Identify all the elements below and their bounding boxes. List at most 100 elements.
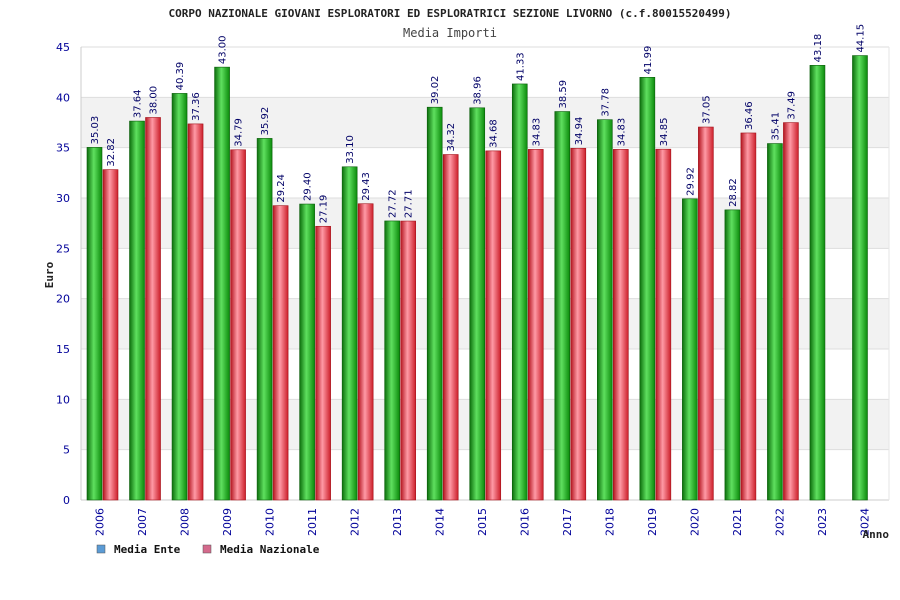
data-label-media-ente-2023: 43.18 [813,34,824,63]
x-tick-label: 2007 [136,508,149,536]
data-label-media-nazionale-2008: 37.36 [191,92,202,121]
data-label-media-ente-2007: 37.64 [133,89,144,118]
data-label-media-ente-2021: 28.82 [728,178,739,207]
y-tick-label: 30 [56,192,70,205]
bar-media-nazionale-2009 [230,149,246,501]
x-tick-label: 2016 [519,508,532,536]
bar-media-nazionale-2016 [527,149,544,501]
bar-media-nazionale-2018 [613,149,629,501]
bar-media-nazionale-2015 [485,150,502,501]
data-label-media-nazionale-2016: 34.83 [531,118,542,147]
bar-media-ente-2022 [767,143,783,501]
data-label-media-ente-2020: 29.92 [685,167,696,196]
bar-media-nazionale-2021 [740,132,757,501]
legend-swatch-media-nazionale [202,544,212,554]
x-tick-label: 2024 [859,508,872,536]
x-tick-label: 2008 [178,508,191,536]
data-label-media-nazionale-2006: 32.82 [106,138,117,167]
x-tick-label: 2009 [221,508,234,536]
y-axis-title: Euro [43,261,56,288]
legend-label-media-ente: Media Ente [114,543,181,556]
x-tick-label: 2006 [93,508,106,536]
bars [86,55,868,501]
bar-media-ente-2006 [86,147,103,501]
bar-media-ente-2019 [639,77,656,501]
bar-media-ente-2010 [256,138,273,501]
x-tick-label: 2012 [348,508,361,536]
x-tick-label: 2014 [433,508,446,536]
data-label-media-nazionale-2014: 34.32 [446,123,457,152]
data-label-media-ente-2010: 35.92 [260,107,271,136]
y-tick-label: 5 [63,444,70,457]
bar-media-ente-2015 [469,107,486,501]
bar-media-ente-2020 [682,198,698,501]
bar-media-ente-2007 [129,120,145,501]
data-label-media-nazionale-2010: 29.24 [276,174,287,203]
y-tick-label: 35 [56,142,70,155]
y-tick-label: 45 [56,41,70,54]
data-label-media-ente-2008: 40.39 [175,62,186,91]
data-label-media-ente-2013: 27.72 [388,189,399,218]
data-label-media-ente-2006: 35.03 [90,116,101,145]
data-label-media-ente-2009: 43.00 [218,35,229,64]
bar-media-ente-2017 [554,111,571,501]
y-tick-label: 25 [56,242,70,255]
x-tick-label: 2013 [391,508,404,536]
data-label-media-ente-2014: 39.02 [430,76,441,105]
bar-media-nazionale-2011 [315,225,331,501]
chart-subtitle: Media Importi [403,26,497,40]
data-label-media-nazionale-2015: 34.68 [489,119,500,148]
data-label-media-nazionale-2021: 36.46 [744,101,755,130]
bar-media-ente-2021 [724,209,741,501]
data-label-media-nazionale-2011: 27.19 [319,195,330,224]
data-label-media-ente-2015: 38.96 [473,76,484,105]
x-tick-label: 2010 [263,508,276,536]
bar-media-nazionale-2020 [698,126,714,501]
bar-media-nazionale-2006 [102,169,119,501]
x-tick-label: 2019 [646,508,659,536]
bar-media-ente-2011 [299,203,315,501]
data-label-media-nazionale-2012: 29.43 [361,172,372,201]
bar-media-nazionale-2008 [187,123,204,501]
bar-media-ente-2009 [214,66,230,501]
bar-media-nazionale-2007 [145,117,161,501]
x-tick-label: 2022 [774,508,787,536]
bar-media-nazionale-2014 [442,154,459,501]
bar-media-ente-2023 [809,65,826,501]
bar-media-ente-2024 [852,55,868,501]
bar-media-ente-2014 [426,106,443,501]
x-axis-title: Anno [863,528,890,541]
data-label-media-ente-2012: 33.10 [345,135,356,164]
data-label-media-nazionale-2020: 37.05 [701,95,712,124]
legend: Media Ente Media Nazionale [96,543,320,556]
data-label-media-nazionale-2013: 27.71 [404,189,415,218]
x-tick-label: 2011 [306,508,319,536]
y-tick-label: 40 [56,91,70,104]
y-tick-label: 15 [56,343,70,356]
bar-media-nazionale-2022 [783,122,799,501]
x-tick-label: 2017 [561,508,574,536]
data-label-media-nazionale-2007: 38.00 [149,86,160,115]
bar-media-ente-2016 [511,83,528,501]
x-tick-label: 2023 [816,508,829,536]
x-tick-label: 2018 [604,508,617,536]
bar-media-ente-2008 [171,93,188,501]
data-label-media-ente-2019: 41.99 [643,46,654,75]
tick-labels: 0 5 10 15 20 25 30 35 40 45 2006 2007 2008 2009 2010 20… [56,41,872,536]
chart-title: CORPO NAZIONALE GIOVANI ESPLORATORI ED E… [169,7,732,20]
data-label-media-nazionale-2018: 34.83 [616,118,627,147]
data-label-media-ente-2017: 38.59 [558,80,569,109]
data-label-media-nazionale-2017: 34.94 [574,117,585,146]
bar-media-nazionale-2017 [570,147,587,501]
data-label-media-nazionale-2022: 37.49 [786,91,797,120]
y-tick-label: 10 [56,393,70,406]
x-tick-label: 2015 [476,508,489,536]
data-label-media-ente-2011: 29.40 [303,172,314,201]
data-label-media-ente-2022: 35.41 [770,112,781,141]
bar-media-ente-2012 [341,166,358,501]
bar-media-nazionale-2019 [655,148,672,501]
bar-media-ente-2013 [384,220,400,501]
legend-label-media-nazionale: Media Nazionale [220,543,320,556]
data-label-media-ente-2024: 44.15 [855,24,866,53]
